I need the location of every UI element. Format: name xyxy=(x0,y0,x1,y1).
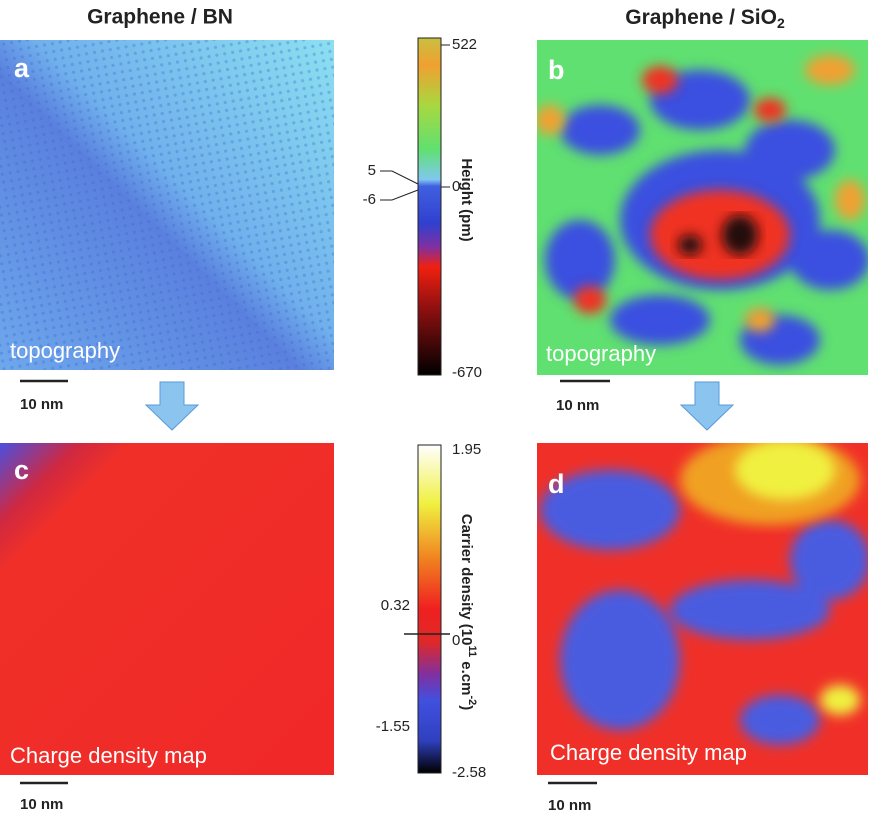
panel-caption: topography xyxy=(10,338,120,363)
panel-letter: c xyxy=(14,455,29,485)
tick-label: -2.58 xyxy=(452,764,486,781)
panel-letter: b xyxy=(548,55,565,85)
panel-caption: Charge density map xyxy=(10,743,207,768)
title-left: Graphene / BN xyxy=(87,6,233,29)
tick-label: 0 xyxy=(452,632,460,649)
tick-label: 0.32 xyxy=(381,597,410,614)
scale-bar-label: 10 nm xyxy=(556,397,599,414)
panel-letter: d xyxy=(548,469,565,499)
tick-label: 522 xyxy=(452,36,477,53)
panel-caption: Charge density map xyxy=(550,740,747,765)
tick-label: 5 xyxy=(368,162,376,179)
panel-caption: topography xyxy=(546,341,656,366)
scale-bar-label: 10 nm xyxy=(548,797,591,814)
tick-label: 0 xyxy=(452,178,460,195)
panel-b: b topography xyxy=(537,40,868,375)
colorbar-carrier: 1.95 0 -2.58 0.32 -1.55 Carrier density … xyxy=(376,441,486,781)
colorbar-height: 522 0 -670 5 -6 Height (pm) xyxy=(363,36,482,381)
tick-label: -670 xyxy=(452,364,482,381)
scale-bar-label: 10 nm xyxy=(20,396,63,413)
colorbar-label: Height (pm) xyxy=(458,158,475,241)
panel-d: d Charge density map xyxy=(537,443,868,775)
scale-bar-label: 10 nm xyxy=(20,796,63,813)
panel-a: a topography xyxy=(0,40,334,370)
tick-label: -6 xyxy=(363,191,376,208)
tick-label: -1.55 xyxy=(376,718,410,735)
tick-label: 1.95 xyxy=(452,441,481,458)
panel-letter: a xyxy=(14,53,30,83)
panel-c: c Charge density map xyxy=(0,443,334,775)
colorbar-label: Carrier density (1011 e.cm-2) xyxy=(458,514,478,711)
title-right: Graphene / SiO2 xyxy=(625,6,785,31)
